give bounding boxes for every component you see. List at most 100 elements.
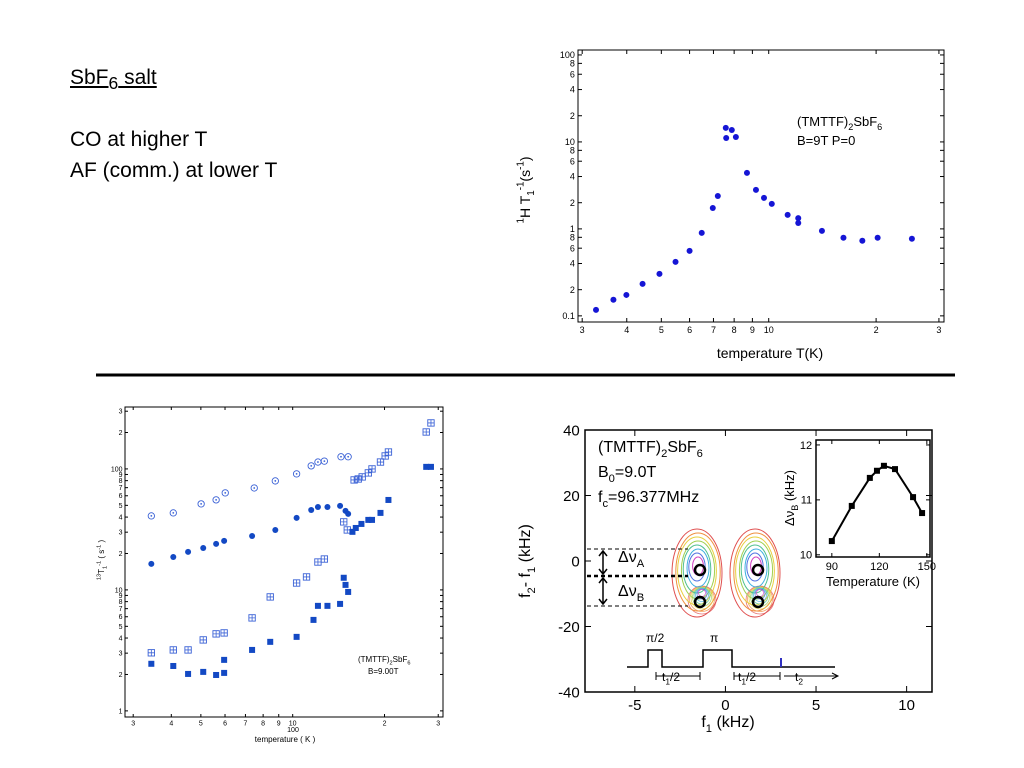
y-tick-label: 3 bbox=[119, 409, 123, 416]
data-point bbox=[423, 463, 430, 470]
annotation: B=9T P=0 bbox=[797, 133, 855, 148]
y-axis-label: f2- f1 (kHz) bbox=[517, 524, 538, 598]
data-point bbox=[427, 463, 434, 470]
marker bbox=[892, 466, 899, 473]
y-tick-label: 0.1 bbox=[562, 311, 575, 321]
y-tick-label: 4 bbox=[570, 172, 575, 182]
marker bbox=[310, 616, 317, 623]
y-tick-label: 2 bbox=[119, 551, 123, 558]
marker bbox=[324, 503, 331, 510]
x-tick-label: 3 bbox=[436, 720, 440, 727]
marker bbox=[172, 512, 175, 514]
data-point bbox=[723, 134, 730, 141]
text-run: 13 bbox=[96, 574, 102, 580]
y-tick-label: -40 bbox=[558, 684, 580, 701]
data-point bbox=[324, 503, 331, 510]
contour-line bbox=[696, 588, 708, 600]
y-tick-label: 10 bbox=[115, 587, 123, 594]
text-run: - f bbox=[517, 572, 534, 587]
marker bbox=[728, 127, 735, 134]
marker bbox=[344, 453, 352, 461]
marker bbox=[197, 500, 205, 508]
marker bbox=[323, 460, 326, 463]
contour-line bbox=[671, 528, 723, 618]
y-tick-label: 100 bbox=[560, 50, 575, 60]
text-run: (kHz) bbox=[517, 524, 534, 567]
contour-line bbox=[751, 587, 769, 605]
marker bbox=[337, 502, 344, 509]
text-run: 2 bbox=[848, 122, 853, 132]
marker bbox=[350, 476, 358, 484]
marker bbox=[385, 496, 392, 503]
data-point bbox=[698, 229, 705, 236]
text-run: 2 bbox=[526, 587, 538, 593]
contour-line bbox=[738, 540, 774, 600]
marker bbox=[427, 419, 435, 427]
text-run: SbF bbox=[853, 114, 877, 129]
text-run: 1 bbox=[741, 677, 746, 687]
marker bbox=[224, 491, 227, 494]
text-run: f bbox=[598, 489, 603, 506]
text-run: -1 bbox=[516, 182, 527, 191]
data-point bbox=[314, 558, 322, 566]
text-run: B bbox=[790, 505, 800, 511]
x-tick-label: 6 bbox=[687, 325, 692, 335]
x-tick-label: 7 bbox=[711, 325, 716, 335]
marker bbox=[200, 545, 207, 552]
marker bbox=[423, 428, 430, 436]
data-point bbox=[249, 532, 256, 539]
marker bbox=[340, 455, 342, 458]
y-tick-label: 0 bbox=[571, 553, 579, 570]
data-point bbox=[760, 194, 767, 201]
marker bbox=[344, 526, 351, 534]
x-tick-label: 7 bbox=[243, 720, 247, 727]
marker bbox=[169, 509, 177, 517]
contour-line bbox=[690, 586, 714, 610]
marker bbox=[249, 646, 256, 653]
y-tick-label: 7 bbox=[119, 485, 123, 492]
data-point bbox=[221, 537, 228, 544]
text-run: 1 bbox=[665, 677, 670, 687]
marker bbox=[359, 473, 366, 481]
contour-line bbox=[754, 588, 766, 600]
data-point bbox=[384, 448, 393, 456]
marker bbox=[185, 670, 192, 677]
data-point bbox=[422, 428, 430, 436]
x-tick-label: 3 bbox=[131, 720, 135, 727]
text-run: t bbox=[738, 670, 742, 684]
data-point bbox=[919, 510, 926, 517]
y-tick-label: 6 bbox=[119, 493, 123, 500]
marker bbox=[385, 448, 392, 456]
data-point bbox=[292, 579, 301, 587]
data-point bbox=[185, 670, 192, 677]
x-tick-label: 3 bbox=[580, 325, 585, 335]
text-run: 1 bbox=[526, 567, 538, 573]
y-tick-label: 10 bbox=[565, 137, 575, 147]
data-point bbox=[722, 124, 729, 131]
data-point bbox=[369, 516, 376, 523]
data-point bbox=[320, 457, 329, 465]
data-point bbox=[840, 234, 847, 241]
contour-line bbox=[695, 588, 709, 602]
text-run: T bbox=[97, 569, 106, 574]
marker bbox=[212, 496, 220, 504]
x-tick-label: 0 bbox=[721, 697, 729, 714]
text-run: Δν bbox=[782, 511, 797, 526]
data-point bbox=[714, 192, 721, 199]
text-run: π bbox=[710, 631, 718, 645]
marker bbox=[368, 465, 376, 473]
marker bbox=[170, 554, 177, 561]
marker bbox=[840, 234, 847, 241]
data-point bbox=[147, 512, 155, 520]
marker bbox=[342, 581, 349, 588]
marker bbox=[200, 502, 203, 505]
arrow bbox=[598, 549, 608, 576]
data-point bbox=[337, 453, 345, 461]
marker bbox=[743, 169, 750, 176]
data-point bbox=[376, 458, 385, 466]
x-tick-label: 2 bbox=[383, 720, 387, 727]
data-point bbox=[293, 514, 300, 521]
marker bbox=[610, 296, 617, 303]
annotation: ΔνA bbox=[618, 549, 645, 570]
data-point bbox=[709, 204, 716, 211]
